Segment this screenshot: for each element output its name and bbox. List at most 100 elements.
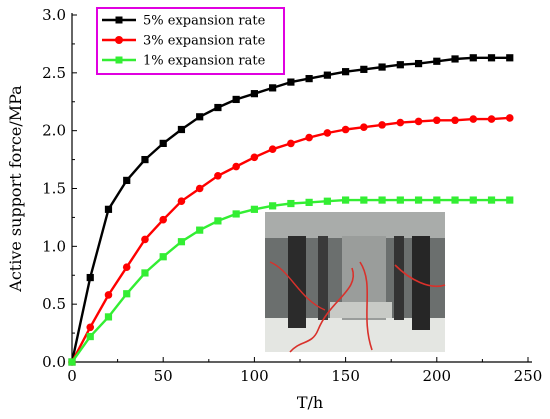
data-point: [195, 184, 204, 193]
data-point: [396, 118, 405, 127]
data-point: [68, 358, 76, 366]
data-point: [232, 95, 240, 104]
legend-label: 3% expansion rate: [143, 34, 266, 49]
y-tick-label: 3.0: [42, 6, 66, 24]
x-axis-title: T/h: [297, 393, 323, 412]
data-point: [506, 54, 514, 62]
x-tick-label: 50: [154, 367, 173, 385]
data-point: [268, 145, 277, 153]
data-point: [378, 63, 386, 71]
data-point: [232, 162, 240, 171]
data-point: [433, 116, 441, 125]
photo-block: [330, 302, 392, 318]
data-point: [122, 263, 131, 271]
photo-wire-2: [359, 261, 373, 351]
data-point: [487, 196, 496, 204]
data-point: [469, 54, 477, 62]
data-point: [123, 176, 131, 185]
y-tick-label: 2.5: [42, 64, 66, 82]
data-point: [305, 133, 313, 142]
data-point: [123, 290, 131, 298]
photo-rod-mid-left: [318, 236, 328, 320]
legend-label: 1% expansion rate: [143, 54, 266, 69]
data-point: [487, 115, 496, 123]
data-point: [104, 205, 113, 213]
data-point: [86, 332, 94, 341]
data-point: [159, 139, 167, 147]
x-tick-label: 0: [67, 367, 77, 385]
photo-wire-1: [289, 267, 355, 353]
data-point: [214, 171, 222, 180]
data-point: [232, 210, 240, 218]
data-point: [269, 202, 277, 210]
data-point: [141, 155, 149, 164]
x-tick-label: 250: [514, 367, 543, 385]
legend: 5% expansion rate 3% expansion rate 1% exp…: [96, 7, 285, 75]
data-point: [214, 217, 222, 225]
data-point: [104, 313, 113, 321]
data-point: [360, 123, 368, 131]
y-axis-title: Active support force/MPa: [6, 85, 25, 293]
legend-marker: [115, 36, 123, 44]
legend-entry: 5% expansion rate: [102, 14, 266, 29]
data-point: [250, 153, 259, 162]
series-3: [68, 196, 514, 366]
data-point: [104, 291, 113, 299]
data-point: [451, 116, 459, 125]
series-1: [68, 54, 514, 366]
data-point: [487, 54, 496, 62]
data-point: [287, 199, 295, 208]
data-point: [378, 121, 386, 129]
data-point: [305, 75, 313, 83]
data-point: [86, 273, 94, 282]
data-point: [250, 205, 258, 213]
legend-marker: [115, 56, 123, 64]
data-point: [196, 113, 204, 121]
x-tick-label: 200: [422, 367, 451, 385]
data-point: [86, 323, 95, 332]
y-tick-label: 0.5: [42, 295, 66, 313]
data-point: [323, 71, 331, 79]
photo-wire-3: [394, 264, 446, 287]
data-point: [451, 196, 459, 204]
ticks: 0 50 100 150 200 250 0.0 0.5 1.0 1.5 2.0 2.5 3.0: [42, 6, 542, 385]
data-point: [177, 197, 186, 206]
data-point: [287, 78, 295, 86]
data-point: [305, 198, 313, 206]
data-point: [287, 139, 295, 148]
y-tick-label: 2.0: [42, 122, 66, 140]
data-point: [360, 196, 368, 204]
data-point: [141, 269, 149, 277]
data-point: [433, 57, 441, 65]
data-point: [214, 103, 222, 112]
data-point: [341, 125, 350, 134]
data-point: [196, 226, 204, 234]
data-point: [396, 196, 404, 204]
data-point: [159, 215, 167, 224]
data-point: [505, 114, 514, 122]
data-point: [433, 196, 441, 204]
data-point: [469, 196, 477, 204]
data-point: [414, 196, 423, 204]
photo-wire-4: [269, 261, 326, 311]
legend-marker: [115, 16, 123, 24]
inset-photo: [265, 212, 446, 353]
y-tick-label: 1.5: [42, 180, 66, 198]
data-point: [469, 115, 478, 123]
series-2: [68, 114, 514, 366]
data-point: [141, 235, 149, 244]
x-tick-label: 100: [240, 367, 269, 385]
data-point: [177, 238, 186, 246]
data-point: [396, 61, 404, 69]
data-point: [342, 196, 350, 204]
data-point: [250, 90, 258, 98]
data-point: [414, 117, 423, 126]
photo-rod-mid-right: [394, 236, 404, 320]
data-point: [159, 253, 167, 261]
data-point: [451, 55, 459, 63]
legend-label: 5% expansion rate: [143, 14, 266, 29]
series-layer: [68, 54, 514, 366]
y-tick-label: 0.0: [42, 353, 66, 371]
data-point: [342, 68, 350, 76]
